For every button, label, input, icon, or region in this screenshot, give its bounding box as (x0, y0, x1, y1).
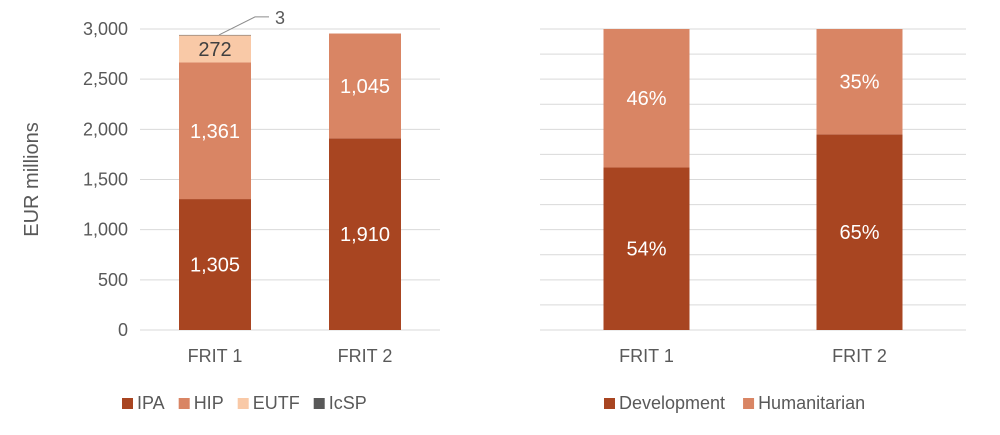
data-label-humanitarian: 35% (839, 72, 879, 94)
legend-swatch-humanitarian (743, 398, 755, 409)
legend-swatch-ipa (122, 398, 133, 409)
y-tick-label: 3,000 (83, 19, 128, 39)
legend-swatch-development (604, 398, 615, 409)
bar-ipa-frit-1 (179, 199, 251, 330)
bar-eutf-frit-1 (179, 35, 251, 63)
legend-label-eutf: EUTF (253, 393, 300, 413)
right-chart: 54% 46% FRIT 1 65% 35% FRIT 2 Development Human… (540, 28, 966, 413)
bar-icsp-frit-1 (179, 34, 251, 36)
bar-ipa-frit-2 (329, 138, 401, 330)
x-tick-label: FRIT 1 (619, 346, 674, 366)
bar-humanitarian-frit-1 (603, 29, 690, 168)
data-label-hip: 1,045 (340, 76, 390, 98)
legend-label-icsp: IcSP (329, 393, 367, 413)
data-label-eutf: 272 (198, 39, 231, 61)
x-tick-label: FRIT 2 (832, 346, 887, 366)
data-label-hip: 1,361 (190, 121, 240, 143)
legend-label-humanitarian: Humanitarian (758, 393, 865, 413)
legend-swatch-icsp (313, 398, 325, 409)
y-tick-label: 1,500 (83, 170, 128, 190)
bar-hip-frit-1 (179, 62, 251, 200)
y-tick-label: 0 (118, 320, 128, 340)
y-tick-label: 1,000 (83, 220, 128, 240)
bar-development-frit-1 (603, 167, 690, 330)
callout-label: 3 (275, 8, 285, 28)
x-tick-label: FRIT 1 (188, 346, 243, 366)
data-label-ipa: 1,910 (340, 224, 390, 246)
data-label-development: 65% (839, 222, 879, 244)
y-tick-label: 500 (98, 270, 128, 290)
legend-swatch-hip (178, 398, 190, 409)
left-chart: 0 500 1,000 1,500 2,000 2,500 3,000 EUR million… (21, 8, 440, 413)
legend-swatch-eutf (237, 398, 249, 409)
legend-label-ipa: IPA (137, 393, 165, 413)
data-label-ipa: 1,305 (190, 255, 240, 277)
y-tick-label: 2,000 (83, 119, 128, 139)
y-tick-label: 2,500 (83, 69, 128, 89)
data-label-development: 54% (626, 239, 666, 261)
callout-leader-line (218, 16, 269, 36)
bar-hip-frit-2 (329, 33, 401, 139)
bar-humanitarian-frit-2 (816, 29, 903, 135)
legend-label-hip: HIP (194, 393, 224, 413)
legend-label-development: Development (619, 393, 725, 413)
x-tick-label: FRIT 2 (338, 346, 393, 366)
y-axis-label: EUR millions (21, 122, 43, 236)
bar-development-frit-2 (816, 134, 903, 330)
data-label-humanitarian: 46% (626, 88, 666, 110)
